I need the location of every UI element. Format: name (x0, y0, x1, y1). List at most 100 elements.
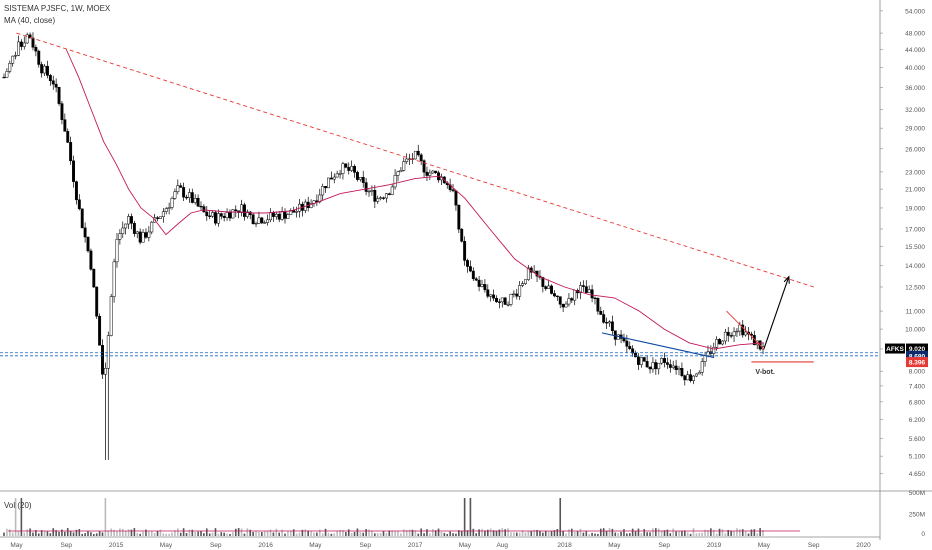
volume-bar (52, 528, 55, 536)
candle-body (350, 166, 354, 171)
candle-body (581, 285, 585, 287)
candle-body (648, 366, 652, 370)
candle-body (451, 189, 455, 192)
candle-body (135, 231, 139, 234)
y-tick-label: 48.000 (905, 31, 925, 38)
volume-bar (185, 533, 188, 536)
candle-body (526, 267, 530, 280)
volume-bar (205, 528, 208, 536)
volume-bar (368, 529, 370, 536)
volume-bar (330, 533, 333, 536)
candle-body (668, 364, 672, 368)
volume-bar (733, 531, 735, 536)
volume-bar (666, 529, 669, 536)
volume-bar (23, 532, 26, 536)
y-tick-label: 40.000 (905, 65, 925, 72)
volume-bar (573, 531, 576, 536)
volume-bar (652, 528, 654, 536)
candle-body (205, 211, 209, 217)
candle-body (665, 362, 669, 365)
y-tick-label: 10.000 (905, 327, 925, 334)
candle-body (700, 361, 704, 373)
candle-body (2, 76, 6, 79)
volume-bar (156, 530, 159, 536)
volume-bar (443, 532, 446, 536)
candle-body (466, 260, 469, 267)
volume-bar (582, 532, 585, 536)
x-tick-label: Sep (359, 542, 371, 549)
candle-body (541, 277, 545, 287)
candle-body (550, 285, 553, 294)
x-tick-label: 2016 (258, 542, 273, 549)
volume-bar (287, 531, 289, 536)
candle-body (228, 212, 232, 219)
volume-bar (759, 528, 761, 536)
volume-bar (208, 533, 211, 536)
volume-bar (429, 533, 431, 536)
volume-bar (310, 531, 312, 536)
candle-body (674, 365, 678, 370)
candle-body (338, 173, 342, 175)
candle-body (370, 189, 374, 192)
volume-bar (72, 532, 75, 536)
volume-bar (182, 528, 185, 536)
y-tick-label: 5.100 (909, 454, 926, 461)
x-tick-label: 2015 (109, 542, 124, 549)
volume-bar (657, 528, 660, 536)
candle-body (243, 204, 246, 217)
volume-bar (420, 528, 422, 536)
candle-body (5, 71, 9, 78)
candle-body (106, 335, 110, 369)
candle-body (219, 213, 223, 217)
volume-bar (8, 529, 11, 536)
candle-body (315, 200, 319, 203)
candle-body (610, 321, 614, 331)
volume-bar (217, 533, 220, 536)
candle-body (393, 175, 397, 188)
volume-bar (423, 533, 425, 536)
volume-bar (655, 528, 657, 536)
volume-bar (49, 533, 52, 536)
volume-bar (611, 528, 614, 536)
volume-bar (510, 532, 512, 536)
candle-body (112, 261, 116, 297)
volume-bar (66, 528, 69, 536)
candle-body (280, 210, 284, 220)
candle-body (634, 352, 637, 358)
volume-bar (64, 531, 66, 536)
volume-bar (232, 532, 234, 536)
volume-bar (298, 532, 301, 536)
volume-bar (84, 533, 86, 536)
candle-body (37, 50, 41, 65)
symbol-badge (885, 343, 905, 354)
candle-body (492, 294, 496, 299)
volume-bar (336, 531, 338, 536)
candle-body (561, 303, 565, 308)
x-tick-label: Sep (808, 542, 820, 549)
volume-bar (179, 532, 182, 536)
x-tick-label: Sep (60, 542, 72, 549)
price-badge-text: 8.396 (909, 360, 926, 367)
volume-bar (544, 530, 547, 536)
volume-bar (591, 532, 593, 536)
candle-body (599, 311, 603, 315)
candle-body (130, 216, 133, 224)
volume-bar (452, 533, 454, 536)
volume-bar (707, 530, 709, 536)
volume-bar (20, 498, 23, 536)
last-price-badge: AFKS 9.020 (885, 343, 928, 354)
candle-body (60, 103, 64, 120)
volume-bar (672, 528, 675, 536)
volume-bar (168, 533, 170, 536)
candle-body (254, 223, 258, 225)
y-tick-label: 15.500 (905, 244, 925, 251)
candle-body (376, 198, 380, 202)
candle-body (124, 223, 128, 229)
candle-body (431, 170, 435, 174)
volume-bar (188, 529, 191, 536)
candle-body (468, 266, 472, 272)
volume-bar (750, 529, 753, 536)
volume-bar (440, 531, 443, 536)
volume-bar (460, 530, 463, 536)
